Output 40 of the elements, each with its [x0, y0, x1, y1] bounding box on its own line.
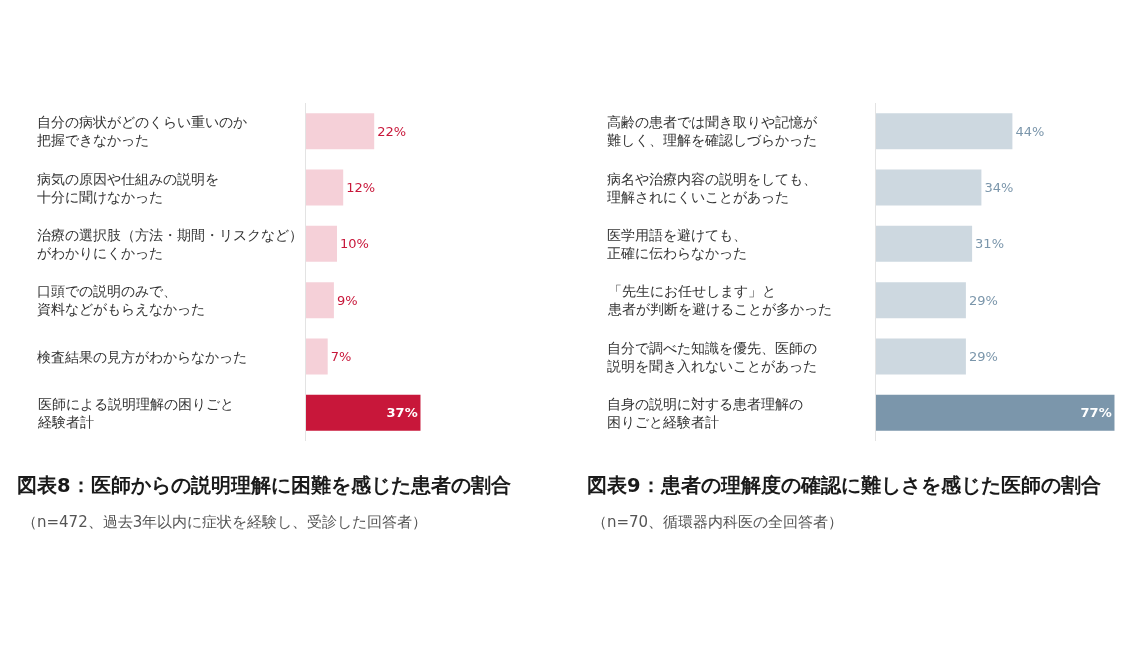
data-label: 10%: [340, 236, 369, 252]
bar: [876, 282, 966, 319]
bar: [306, 282, 334, 319]
data-label: 77%: [1080, 405, 1112, 421]
data-label: 9%: [336, 292, 358, 308]
bar: [876, 394, 1115, 431]
bar: [306, 113, 375, 150]
text: （n=70、循環器内科医の全回答者）: [592, 513, 844, 531]
bar: [876, 338, 966, 375]
bar: [876, 169, 982, 206]
data-label: 7%: [330, 349, 352, 364]
data-label: 34%: [984, 180, 1014, 195]
text: 図表8：医師からの説明理解に困難を感じた患者の割合: [17, 474, 511, 497]
y-tick-label: 自分の病状がどのくらい重いのか把握できなかった: [37, 114, 247, 148]
data-label: 44%: [1015, 123, 1045, 139]
y-tick-label: 病名や治療内容の説明をしても、理解されにくいことがあった: [607, 171, 817, 205]
data-label: 29%: [968, 349, 998, 364]
y-tick-label: 治療の選択肢（方法・期間・リスクなど）がわかりにくかった: [37, 227, 303, 261]
y-tick-label: 「先生にお任せします」と患者が判断を避けることが多かった: [607, 283, 832, 317]
y-tick-label: 医学用語を避けても、正確に伝わらなかった: [607, 227, 747, 261]
bar: [306, 169, 344, 206]
y-tick-label: 検査結果の見方がわからなかった: [37, 349, 247, 365]
bar: [876, 113, 1013, 150]
bar: [306, 338, 328, 375]
data-label: 31%: [975, 236, 1005, 252]
y-tick-label: 自分で調べた知識を優先、医師の説明を聞き入れないことがあった: [607, 340, 817, 374]
y-tick-label: 医師による説明理解の困りごと経験者計: [37, 396, 234, 430]
bar: [876, 225, 973, 262]
y-tick-label: 口頭での説明のみで、資料などがもらえなかった: [37, 283, 205, 317]
data-label: 12%: [346, 180, 376, 195]
data-label: 22%: [377, 123, 407, 139]
text: （n=472、過去3年以内に症状を経験し、受診した回答者）: [22, 513, 428, 531]
bar: [306, 394, 421, 431]
y-tick-label: 自身の説明に対する患者理解の困りごと経験者計: [607, 396, 803, 430]
y-tick-label: 高齢の患者では聞き取りや記憶が難しく、理解を確認しづらかった: [607, 114, 818, 148]
text: 図表9：患者の理解度の確認に難しさを感じた医師の割合: [587, 474, 1101, 497]
data-label: 37%: [386, 405, 418, 421]
bar: [306, 225, 337, 262]
data-label: 29%: [968, 292, 998, 308]
y-tick-label: 病気の原因や仕組みの説明を十分に聞けなかった: [37, 171, 219, 205]
